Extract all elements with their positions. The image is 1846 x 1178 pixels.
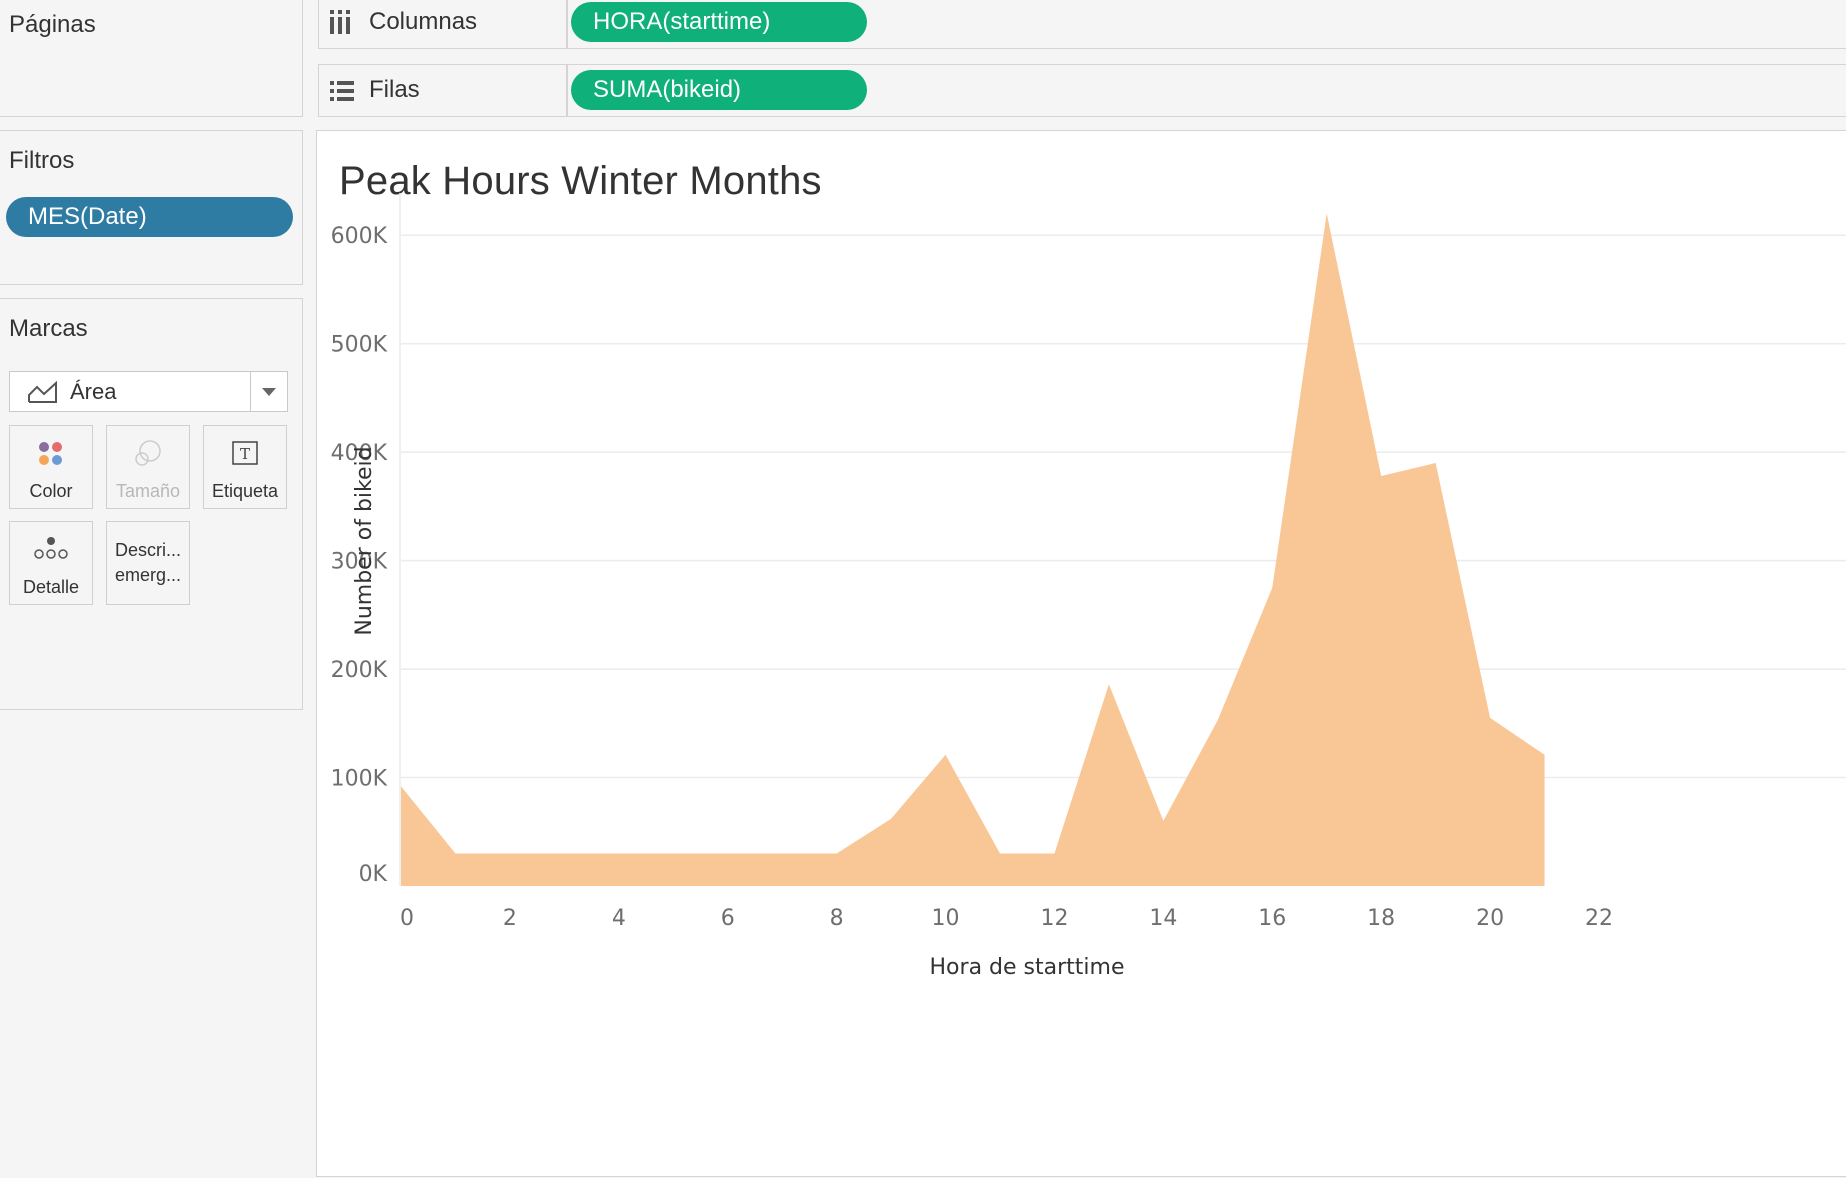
area-chart-icon <box>28 381 58 403</box>
data-point[interactable] <box>997 850 1003 856</box>
x-tick-label: 22 <box>1585 906 1613 931</box>
rows-icon <box>329 80 355 102</box>
dropdown-separator <box>250 372 252 411</box>
size-icon <box>107 440 189 468</box>
tooltip-line-2: emerg... <box>115 563 181 588</box>
marks-panel[interactable]: Marcas Área Color Tamaño <box>0 298 303 710</box>
svg-text:T: T <box>240 445 250 463</box>
x-tick-label: 14 <box>1149 906 1177 931</box>
chart-view[interactable]: Peak Hours Winter Months 0K 100K 200K 300K 4… <box>316 130 1846 1177</box>
y-tick-label: 100K <box>331 767 388 792</box>
data-point[interactable] <box>452 850 458 856</box>
tooltip-card-label: Descri... emerg... <box>115 538 181 588</box>
columns-shelf[interactable]: Columnas HORA(starttime) <box>318 0 1846 49</box>
data-point[interactable] <box>1324 211 1330 217</box>
data-point[interactable] <box>670 850 676 856</box>
shelf-divider <box>566 0 568 48</box>
rows-label: Filas <box>369 76 420 104</box>
mark-type-dropdown[interactable]: Área <box>9 371 288 412</box>
data-point[interactable] <box>1106 681 1112 687</box>
data-point[interactable] <box>779 850 785 856</box>
color-card[interactable]: Color <box>9 425 93 509</box>
pages-title: Páginas <box>9 11 96 39</box>
detail-card-label: Detalle <box>10 577 92 598</box>
chevron-down-icon[interactable] <box>262 388 276 396</box>
columns-icon <box>329 9 351 35</box>
x-tick-label: 12 <box>1040 906 1068 931</box>
x-tick-label: 20 <box>1476 906 1504 931</box>
filter-pill-month[interactable]: MES(Date) <box>6 197 293 237</box>
x-tick-label: 2 <box>503 906 517 931</box>
filters-title: Filtros <box>9 147 74 175</box>
y-axis-title: Number of bikeid <box>352 446 377 635</box>
area-series[interactable] <box>401 214 1545 886</box>
size-card-label: Tamaño <box>107 481 189 502</box>
x-tick-label: 8 <box>830 906 844 931</box>
rows-shelf[interactable]: Filas SUMA(bikeid) <box>318 64 1846 117</box>
y-tick-label: 600K <box>331 224 388 249</box>
pages-panel[interactable]: Páginas <box>0 0 303 117</box>
data-point[interactable] <box>725 850 731 856</box>
data-point[interactable] <box>616 850 622 856</box>
text-label-icon: T <box>204 440 286 466</box>
x-tick-label: 6 <box>721 906 735 931</box>
columns-label: Columnas <box>369 8 477 36</box>
data-point[interactable] <box>1378 473 1384 479</box>
y-tick-label: 0K <box>359 862 388 887</box>
x-tick-label: 16 <box>1258 906 1286 931</box>
color-icon <box>10 440 92 468</box>
data-point[interactable] <box>1215 717 1221 723</box>
detail-icon <box>10 536 92 560</box>
data-point[interactable] <box>834 850 840 856</box>
label-card[interactable]: T Etiqueta <box>203 425 287 509</box>
data-point[interactable] <box>1269 585 1275 591</box>
x-tick-label: 18 <box>1367 906 1395 931</box>
detail-card[interactable]: Detalle <box>9 521 93 605</box>
x-tick-label: 0 <box>400 906 414 931</box>
mark-type-label: Área <box>70 379 116 405</box>
data-point[interactable] <box>1487 715 1493 721</box>
data-point[interactable] <box>1160 818 1166 824</box>
tooltip-card[interactable]: Descri... emerg... <box>106 521 190 605</box>
data-point[interactable] <box>1051 850 1057 856</box>
filters-panel[interactable]: Filtros MES(Date) <box>0 130 303 285</box>
marks-title: Marcas <box>9 315 88 343</box>
color-card-label: Color <box>10 481 92 502</box>
columns-pill[interactable]: HORA(starttime) <box>571 2 867 42</box>
data-point[interactable] <box>398 783 404 789</box>
size-card: Tamaño <box>106 425 190 509</box>
x-tick-label: 4 <box>612 906 626 931</box>
rows-pill[interactable]: SUMA(bikeid) <box>571 70 867 110</box>
data-point[interactable] <box>1433 460 1439 466</box>
label-card-label: Etiqueta <box>204 481 286 502</box>
tooltip-line-1: Descri... <box>115 538 181 563</box>
data-point[interactable] <box>507 850 513 856</box>
shelf-divider <box>566 65 568 116</box>
data-point[interactable] <box>561 850 567 856</box>
y-tick-label: 200K <box>331 658 388 683</box>
data-point[interactable] <box>888 816 894 822</box>
x-axis-title: Hora de starttime <box>930 955 1125 980</box>
data-point[interactable] <box>1542 752 1548 758</box>
x-tick-label: 10 <box>932 906 960 931</box>
y-tick-label: 500K <box>331 333 388 358</box>
data-point[interactable] <box>943 752 949 758</box>
